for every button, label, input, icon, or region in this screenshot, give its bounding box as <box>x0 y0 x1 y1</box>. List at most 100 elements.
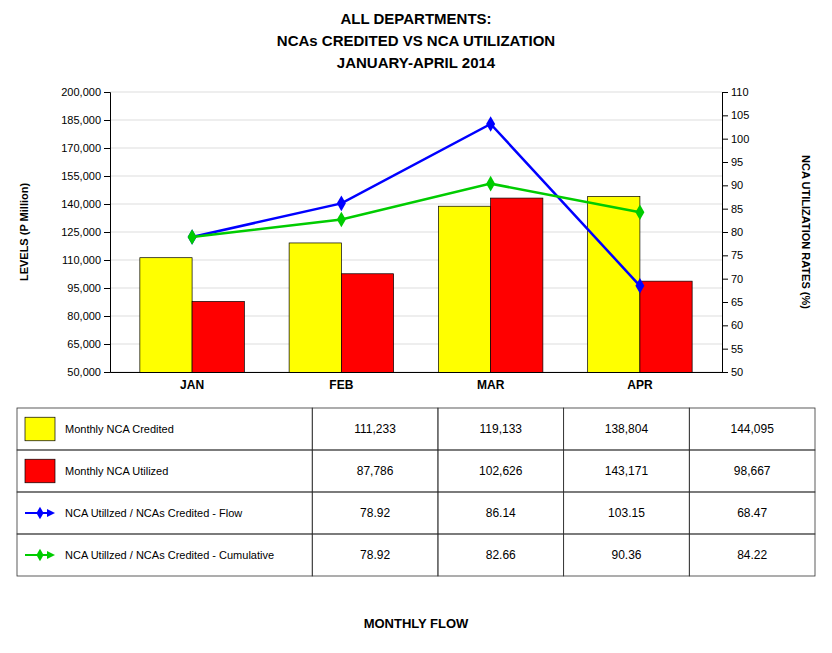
legend-swatch <box>25 459 55 483</box>
tick: 70 <box>722 273 743 285</box>
table-value: 111,233 <box>354 422 396 436</box>
bar-series <box>140 196 640 372</box>
table-cell <box>312 450 438 492</box>
table-cell <box>17 450 312 492</box>
tick: 155,000 <box>61 170 110 182</box>
tick-label: 65 <box>731 296 743 308</box>
table-value: 143,171 <box>605 464 649 478</box>
table-cell <box>689 450 815 492</box>
tick-mark <box>104 176 110 177</box>
tick-label: 80 <box>731 226 743 238</box>
tick-mark <box>104 316 110 317</box>
tick-label: 90 <box>731 179 743 191</box>
table-value: 119,133 <box>480 422 523 436</box>
marker <box>486 116 495 132</box>
legend-swatch <box>36 507 43 519</box>
table-cell <box>17 408 312 450</box>
tick-mark <box>722 139 728 140</box>
axis: 50556065707580859095100105110 <box>722 86 749 378</box>
tick-mark <box>104 148 110 149</box>
tick-label: 100 <box>731 133 749 145</box>
title: JANUARY-APRIL 2014 <box>337 54 496 71</box>
tick-mark <box>722 232 728 233</box>
tick: 65 <box>722 296 743 308</box>
tick: 85 <box>722 203 743 215</box>
tick-label: 155,000 <box>61 170 101 182</box>
tick-label: 55 <box>731 343 743 355</box>
table-cell <box>564 450 690 492</box>
tick-label: 110 <box>731 86 749 98</box>
marker <box>337 196 346 212</box>
tick: 80,000 <box>67 310 110 322</box>
marker <box>188 229 197 245</box>
tick-label: 75 <box>731 249 743 261</box>
bar <box>588 196 640 372</box>
tick-mark <box>722 115 728 116</box>
table-value: 144,095 <box>730 422 774 436</box>
table-cell <box>312 534 438 576</box>
tick-mark <box>722 279 728 280</box>
tick: APR <box>627 378 653 392</box>
axis-line <box>104 93 111 373</box>
line-series <box>188 116 645 293</box>
tick: 95 <box>722 156 743 168</box>
table-value: 84.22 <box>737 548 767 562</box>
axis-title: NCA UTILIZATION RATES (%) <box>800 155 812 309</box>
marker <box>337 212 346 228</box>
tick-mark <box>104 92 110 93</box>
bar <box>491 198 543 372</box>
legend-label: Monthly NCA Utilized <box>65 465 168 477</box>
marker <box>635 205 644 221</box>
legend-swatch <box>36 549 43 561</box>
bar <box>341 274 393 372</box>
legend-label: NCA Utillzed / NCAs Credited - Cumulativ… <box>65 549 274 561</box>
legend: Monthly NCA Credited 111,233 119,133 138,80… <box>17 408 815 576</box>
marker <box>635 278 644 294</box>
line-series <box>188 176 645 245</box>
axis-title: LEVELS (P Million) <box>18 183 30 282</box>
tick: MAR <box>477 378 505 392</box>
grid-line <box>110 120 722 121</box>
legend-swatch <box>25 417 55 441</box>
tick: 125,000 <box>61 226 110 238</box>
grid-line <box>110 92 722 93</box>
table-value: 103.15 <box>608 506 645 520</box>
bar <box>640 281 692 372</box>
table-cell <box>689 492 815 534</box>
tick-label: JAN <box>180 378 204 392</box>
line <box>192 184 640 237</box>
grid-line <box>110 148 722 149</box>
bar <box>289 243 341 372</box>
tick: 185,000 <box>61 114 110 126</box>
tick: 110,000 <box>62 254 110 266</box>
axis-line <box>111 372 723 373</box>
axis-title: MONTHLY FLOW <box>364 616 469 631</box>
axis: 50,00065,00080,00095,000110,000125,00014… <box>61 86 110 378</box>
tick: 90 <box>722 179 743 191</box>
tick-mark <box>722 92 728 93</box>
tick: 65,000 <box>67 338 110 350</box>
legend-label: Monthly NCA Credited <box>65 423 174 435</box>
table-cell <box>17 492 312 534</box>
table-cell <box>438 408 564 450</box>
table-cell <box>564 492 690 534</box>
tick-mark <box>104 288 110 289</box>
axis: JANFEBMARAPR <box>111 373 723 392</box>
tick: 170,000 <box>61 142 110 154</box>
tick-label: 170,000 <box>61 142 101 154</box>
tick-label: 140,000 <box>61 198 101 210</box>
tick-label: 85 <box>731 203 743 215</box>
table-value: 138,804 <box>605 422 649 436</box>
table-cell <box>312 408 438 450</box>
tick-label: 50,000 <box>67 366 101 378</box>
table-cell <box>564 534 690 576</box>
tick: 100 <box>722 133 749 145</box>
tick-mark <box>104 260 110 261</box>
tick: 110 <box>722 86 749 98</box>
tick-label: 60 <box>731 319 743 331</box>
table-value: 78.92 <box>360 548 390 562</box>
title: ALL DEPARTMENTS: <box>340 10 491 27</box>
table-cell <box>689 534 815 576</box>
tick: 50,000 <box>67 366 110 378</box>
legend-label: NCA Utillzed / NCAs Credited - Flow <box>65 507 242 519</box>
